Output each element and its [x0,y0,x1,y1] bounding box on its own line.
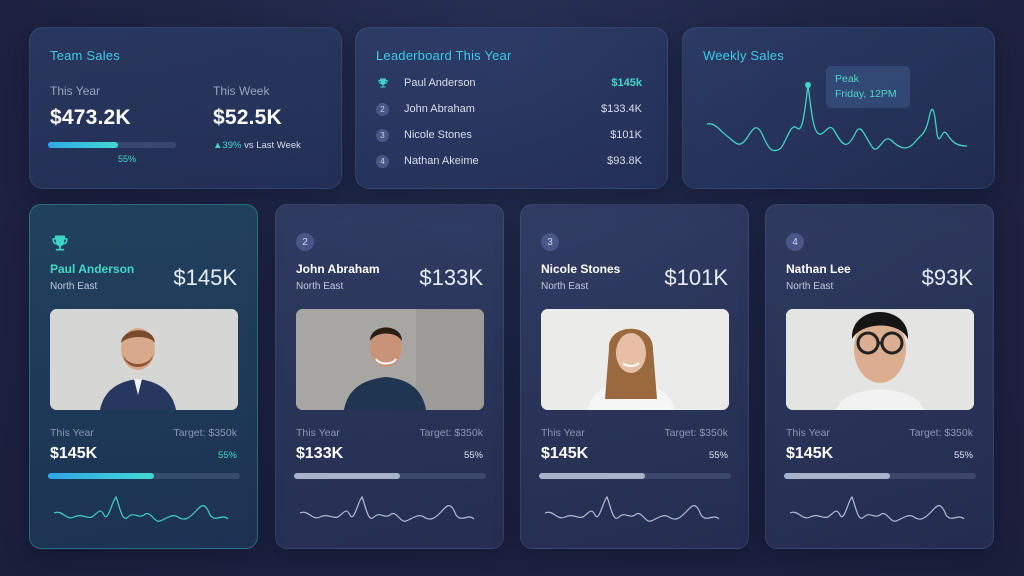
card-sparkline [54,495,229,522]
leaderboard-title: Leaderboard This Year [376,48,512,63]
leaderboard-row[interactable]: Paul Anderson $145k [376,73,642,93]
salesperson-card[interactable]: 3 Nicole Stones North East $101K This Ye… [520,204,749,549]
leaderboard-amount: $101K [610,129,642,141]
card-year-label: This Year [50,427,94,439]
peak-marker[interactable] [805,82,811,88]
card-progress-pct: 55% [953,450,973,461]
card-region: North East [541,281,589,292]
weekly-sales-title: Weekly Sales [703,48,784,63]
weekly-sales-sparkline[interactable] [707,78,972,158]
card-progress-fill [784,473,890,479]
card-total: $93K [921,265,973,290]
team-year-progress [48,142,176,148]
team-sales-title: Team Sales [50,48,120,63]
rank-badge: 2 [376,102,389,116]
leaderboard-amount: $133.4K [601,103,642,115]
rank-badge: 3 [541,233,559,251]
peak-tooltip: Peak Friday, 12PM [826,66,910,108]
card-region: North East [296,281,344,292]
card-target: Target: $350k [909,427,973,439]
card-progress [784,473,976,479]
card-sparkline-line [54,495,229,522]
card-value: $133K [296,445,344,462]
card-name: Paul Anderson [50,262,135,276]
this-week-value: $52.5K [213,106,282,129]
card-progress-fill [294,473,400,479]
card-value: $145K [786,445,834,462]
weekly-sales-panel: Weekly Sales Peak Friday, 12PM [682,27,995,189]
trophy-icon [376,77,389,89]
card-total: $145K [173,265,237,290]
leaderboard-row[interactable]: 3 Nicole Stones $101K [376,125,642,145]
leaderboard-name: Nicole Stones [404,129,472,141]
card-year-label: This Year [296,427,340,439]
weekly-sales-line [707,84,968,152]
card-progress-fill [539,473,645,479]
salesperson-card[interactable]: Paul Anderson North East $145K This Year… [29,204,258,549]
rank-badge: 2 [296,233,314,251]
rank-badge: 4 [786,233,804,251]
card-value: $145K [541,445,589,462]
rank-badge: 3 [376,128,389,142]
avatar [786,309,974,410]
avatar [50,309,238,410]
leaderboard-name: John Abraham [404,103,475,115]
card-sparkline-line [790,495,965,522]
this-year-label: This Year [50,84,101,98]
leaderboard-amount: $93.8K [607,155,642,167]
card-progress [294,473,486,479]
avatar [541,309,729,410]
card-sparkline-line [300,495,475,522]
card-target: Target: $350k [664,427,728,439]
leaderboard-name: Paul Anderson [404,77,476,89]
card-progress-fill [48,473,154,479]
card-region: North East [786,281,834,292]
card-target: Target: $350k [419,427,483,439]
this-week-label: This Week [213,84,270,98]
salesperson-card[interactable]: 2 John Abraham North East $133K This Yea… [275,204,504,549]
team-sales-panel: Team Sales This Year $473.2K 55% This We… [29,27,342,189]
card-total: $101K [664,265,728,290]
card-region: North East [50,281,98,292]
card-year-label: This Year [786,427,830,439]
arrow-up-icon: ▲ [213,140,223,151]
leaderboard-panel: Leaderboard This Year Paul Anderson $145… [355,27,668,189]
card-year-label: This Year [541,427,585,439]
card-progress [539,473,731,479]
team-year-progress-fill [48,142,119,148]
card-sparkline [790,495,965,522]
peak-tooltip-sub: Friday, 12PM [835,88,897,100]
peak-tooltip-title: Peak [835,73,859,85]
leaderboard-row[interactable]: 4 Nathan Akeime $93.8K [376,151,642,171]
card-target: Target: $350k [173,427,237,439]
salesperson-card[interactable]: 4 Nathan Lee North East $93K This Year T… [765,204,994,549]
card-total: $133K [419,265,483,290]
card-progress-pct: 55% [217,450,237,461]
leaderboard-name: Nathan Akeime [404,155,479,167]
card-value: $145K [50,445,98,462]
card-progress-pct: 55% [708,450,728,461]
leaderboard-row[interactable]: 2 John Abraham $133.4K [376,99,642,119]
leaderboard-amount: $145k [611,77,642,89]
card-sparkline [545,495,720,522]
card-sparkline [300,495,475,522]
week-delta-text: vs Last Week [244,140,301,151]
card-name: Nathan Lee [786,262,851,276]
week-delta: ▲39% vs Last Week [213,140,301,151]
card-progress [48,473,240,479]
card-name: John Abraham [296,262,380,276]
avatar [296,309,484,410]
rank-badge: 4 [376,154,389,168]
card-progress-pct: 55% [463,450,483,461]
team-year-progress-pct: 55% [118,154,137,164]
card-name: Nicole Stones [541,262,621,276]
this-year-value: $473.2K [50,106,131,129]
trophy-icon [50,233,70,258]
week-delta-value: 39% [222,140,242,151]
card-sparkline-line [545,495,720,522]
